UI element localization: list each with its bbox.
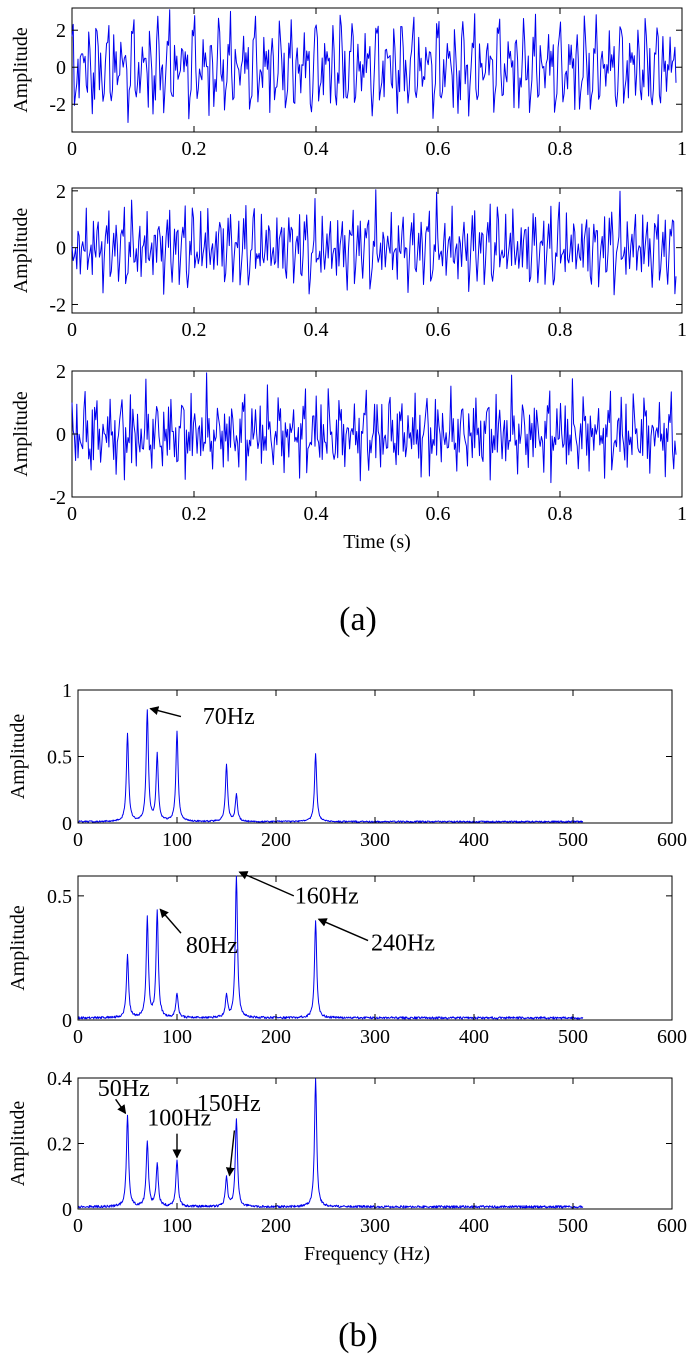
- annotation-label: 50Hz: [98, 1076, 150, 1102]
- y-tick-label: 0.5: [47, 886, 72, 908]
- x-tick-label: 0.2: [182, 138, 207, 160]
- subplot-6: 0 100 200 300 400 500 600 0.4 0.2 0 Amplitude Frequ…: [7, 1068, 687, 1265]
- annotation-arrow: [238, 871, 295, 897]
- y-axis-title: Amplitude: [7, 714, 29, 800]
- x-tick-label: 200: [261, 1215, 291, 1237]
- x-axis-title: Time (s): [343, 531, 411, 553]
- plot-frame: [77, 689, 673, 824]
- x-tick-label: 0: [73, 829, 83, 851]
- x-tick-label: 300: [360, 1026, 390, 1048]
- x-tick-label: 0: [67, 319, 77, 341]
- y-tick-label: 0.2: [47, 1134, 72, 1156]
- y-tick-label: 0.4: [47, 1068, 72, 1090]
- annotation-label: 160Hz: [295, 883, 359, 909]
- y-axis-title: Amplitude: [7, 1101, 29, 1187]
- y-tick-label: -2: [49, 487, 66, 509]
- x-tick-label: 0: [67, 503, 77, 525]
- y-tick-label: 0: [62, 813, 72, 835]
- x-tick-label: 600: [657, 1215, 687, 1237]
- x-tick-label: 0.4: [304, 138, 329, 160]
- x-tick-label: 0.2: [182, 503, 207, 525]
- y-axis-title: Amplitude: [10, 208, 32, 294]
- x-tick-label: 0.2: [182, 319, 207, 341]
- y-tick-label: 2: [56, 181, 66, 203]
- y-tick-label: 1: [62, 680, 72, 702]
- annotation-arrow: [317, 918, 369, 942]
- x-tick-label: 200: [261, 1026, 291, 1048]
- x-tick-label: 500: [558, 1215, 588, 1237]
- annotation-label: 100Hz: [147, 1105, 211, 1131]
- x-tick-label: 300: [360, 829, 390, 851]
- panel-b-label: (b): [338, 1317, 378, 1354]
- y-axis-title: Amplitude: [7, 905, 29, 991]
- y-tick-label: 0: [56, 238, 66, 260]
- x-tick-label: 500: [558, 829, 588, 851]
- plot-frame: [77, 1077, 673, 1210]
- x-tick-label: 200: [261, 829, 291, 851]
- x-tick-label: 0.6: [426, 138, 451, 160]
- subplot-5: 0 100 200 300 400 500 600 0.5 0 Amplitude 80Hz 160H…: [7, 871, 687, 1048]
- x-tick-label: 100: [162, 1215, 192, 1237]
- y-tick-label: 0: [56, 57, 66, 79]
- subplot-4: 0 100 200 300 400 500 600 1 0.5 0 Amplitude 70Hz: [7, 680, 687, 851]
- series-line: [77, 875, 584, 1020]
- x-tick-label: 100: [162, 829, 192, 851]
- series-line: [71, 372, 677, 484]
- annotation-label: 70Hz: [203, 704, 255, 730]
- x-tick-label: 400: [459, 1026, 489, 1048]
- annotation-arrow: [149, 706, 182, 718]
- y-tick-label: 0: [56, 424, 66, 446]
- series-line: [71, 9, 677, 123]
- annotation-label: 240Hz: [371, 930, 435, 956]
- x-tick-label: 1: [677, 319, 687, 341]
- x-tick-label: 0.4: [304, 319, 329, 341]
- x-tick-label: 0: [67, 138, 77, 160]
- y-tick-label: 0: [62, 1199, 72, 1221]
- x-tick-label: 0.8: [548, 138, 573, 160]
- y-tick-label: -2: [49, 94, 66, 116]
- y-tick-label: 0.5: [47, 747, 72, 769]
- x-tick-label: 1: [677, 503, 687, 525]
- x-tick-label: 400: [459, 829, 489, 851]
- x-axis-title: Frequency (Hz): [304, 1243, 430, 1265]
- x-tick-label: 0: [73, 1026, 83, 1048]
- series-line: [77, 1078, 584, 1209]
- x-tick-label: 600: [657, 829, 687, 851]
- series-line: [77, 709, 584, 823]
- x-tick-label: 0.6: [426, 503, 451, 525]
- x-tick-label: 0.6: [426, 319, 451, 341]
- x-tick-label: 400: [459, 1215, 489, 1237]
- series-line: [71, 189, 677, 296]
- x-tick-label: 500: [558, 1026, 588, 1048]
- x-tick-label: 0.4: [304, 503, 329, 525]
- x-tick-label: 0.8: [548, 319, 573, 341]
- y-axis-title: Amplitude: [10, 391, 32, 477]
- panel-a-label: (a): [339, 601, 377, 638]
- x-tick-label: 300: [360, 1215, 390, 1237]
- annotation-arrow: [115, 1098, 127, 1115]
- y-axis-title: Amplitude: [10, 27, 32, 113]
- x-tick-label: 0.8: [548, 503, 573, 525]
- annotation-label: 150Hz: [197, 1091, 261, 1117]
- annotation-label: 80Hz: [186, 933, 238, 959]
- y-tick-label: 2: [56, 361, 66, 383]
- x-tick-label: 1: [677, 138, 687, 160]
- annotation-arrow: [159, 908, 182, 934]
- x-tick-label: 0: [73, 1215, 83, 1237]
- y-tick-label: -2: [49, 294, 66, 316]
- annotation-arrow: [225, 1130, 236, 1177]
- plot-frame: [71, 7, 683, 133]
- x-tick-label: 100: [162, 1026, 192, 1048]
- y-tick-label: 2: [56, 20, 66, 42]
- x-tick-label: 600: [657, 1026, 687, 1048]
- y-tick-label: 0: [62, 1010, 72, 1032]
